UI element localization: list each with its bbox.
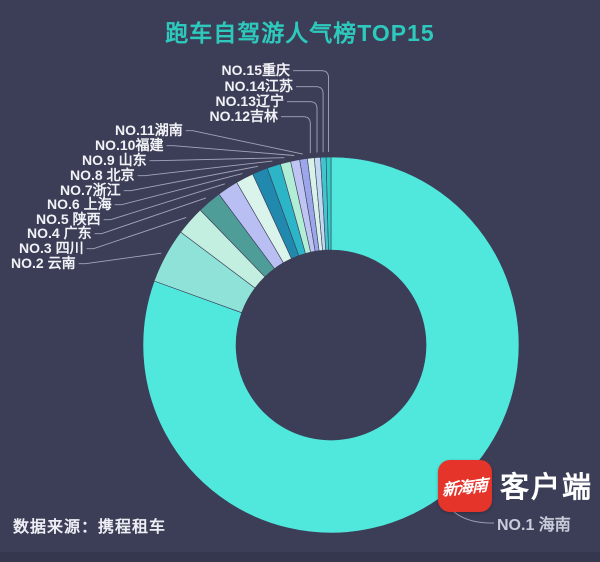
leader-line-no3 bbox=[86, 216, 187, 250]
callout-label-no5: NO.5 陕西 bbox=[36, 211, 101, 227]
logo-calligraphy-text: 新海南 bbox=[442, 477, 488, 500]
leader-line-no8 bbox=[137, 160, 273, 177]
callout-label-no15: NO.15重庆 bbox=[221, 62, 290, 78]
slice-no15 bbox=[325, 156, 332, 251]
callout-label-no9: NO.9 山东 bbox=[82, 152, 147, 168]
callout-label-no12: NO.12吉林 bbox=[209, 108, 278, 124]
callout-label-no4: NO.4 广东 bbox=[27, 225, 92, 241]
bottom-edge-strip bbox=[0, 552, 600, 562]
leader-line-no5 bbox=[103, 183, 226, 221]
leader-line-no15 bbox=[293, 70, 329, 152]
callout-label-no3: NO.3 四川 bbox=[19, 240, 84, 256]
page-title: 跑车自驾游人气榜TOP15 bbox=[165, 20, 435, 46]
callout-label-no13: NO.13辽宁 bbox=[215, 93, 284, 109]
leader-line-no9 bbox=[149, 157, 285, 162]
callout-label-no2: NO.2 云南 bbox=[11, 255, 76, 271]
leader-line-no13 bbox=[287, 101, 318, 153]
callout-label-no11: NO.11湖南 bbox=[115, 122, 183, 138]
callout-label-no1: NO.1 海南 bbox=[497, 517, 571, 534]
leader-line-no7 bbox=[123, 165, 259, 192]
app-logo: 新海南 bbox=[438, 460, 492, 512]
callout-label-no10: NO.10福建 bbox=[95, 137, 164, 153]
callout-label-no7: NO.7浙江 bbox=[60, 182, 121, 198]
callout-label-no6: NO.6 上海 bbox=[47, 196, 112, 212]
leader-line-no2 bbox=[78, 252, 162, 265]
leader-line-no4 bbox=[94, 197, 207, 235]
leader-line-no12 bbox=[281, 116, 311, 154]
leader-line-no11 bbox=[185, 130, 303, 155]
donut-slices bbox=[142, 156, 520, 534]
data-source-note: 数据来源：携程租车 bbox=[13, 519, 167, 536]
callout-label-no8: NO.8 北京 bbox=[70, 167, 135, 183]
leader-line-no14 bbox=[296, 86, 324, 153]
slice-no1 bbox=[142, 156, 520, 534]
app-name-label: 客户端 bbox=[500, 472, 594, 504]
leader-line-no10 bbox=[166, 145, 295, 156]
callout-label-no14: NO.14江苏 bbox=[224, 78, 293, 94]
leader-line-no6 bbox=[114, 173, 243, 206]
